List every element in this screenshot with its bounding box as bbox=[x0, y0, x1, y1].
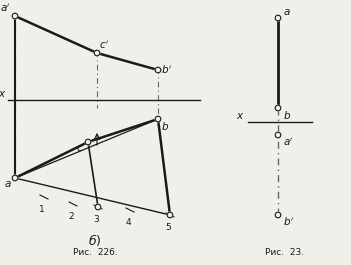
Text: $c'$: $c'$ bbox=[99, 39, 109, 51]
Text: $b$: $b$ bbox=[161, 120, 169, 132]
Circle shape bbox=[85, 139, 91, 145]
Text: $x$: $x$ bbox=[236, 111, 244, 121]
Text: $a'$: $a'$ bbox=[0, 2, 11, 14]
Circle shape bbox=[12, 13, 18, 19]
Text: $б)$: $б)$ bbox=[88, 232, 102, 248]
Text: 1: 1 bbox=[39, 205, 45, 214]
Text: Рис.  226.: Рис. 226. bbox=[73, 248, 117, 257]
Circle shape bbox=[275, 212, 281, 218]
Circle shape bbox=[155, 67, 161, 73]
Circle shape bbox=[275, 105, 281, 111]
Text: 5: 5 bbox=[165, 223, 171, 232]
Circle shape bbox=[167, 212, 173, 218]
Text: 2: 2 bbox=[68, 212, 74, 221]
Text: $a'$: $a'$ bbox=[283, 136, 294, 148]
Circle shape bbox=[275, 132, 281, 138]
Circle shape bbox=[94, 50, 100, 56]
Text: $a$: $a$ bbox=[4, 179, 12, 189]
Circle shape bbox=[95, 204, 101, 210]
Circle shape bbox=[12, 175, 18, 181]
Text: $a$: $a$ bbox=[283, 7, 291, 17]
Text: $b$: $b$ bbox=[283, 109, 291, 121]
Text: $b'$: $b'$ bbox=[161, 64, 172, 76]
Text: $c$: $c$ bbox=[77, 143, 84, 153]
Circle shape bbox=[155, 116, 161, 122]
Text: 4: 4 bbox=[125, 218, 131, 227]
Circle shape bbox=[275, 15, 281, 21]
Text: $b'$: $b'$ bbox=[283, 216, 294, 228]
Text: Рис.  23.: Рис. 23. bbox=[265, 248, 305, 257]
Text: $x$: $x$ bbox=[0, 89, 6, 99]
Text: 3: 3 bbox=[93, 215, 99, 224]
